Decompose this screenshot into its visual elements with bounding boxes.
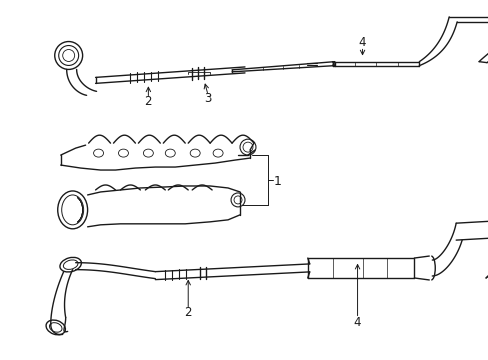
Text: 4: 4: [353, 316, 361, 329]
Text: 1: 1: [273, 175, 281, 189]
Text: 4: 4: [358, 36, 366, 49]
Text: 2: 2: [144, 95, 152, 108]
Text: 2: 2: [184, 306, 192, 319]
Text: 3: 3: [204, 92, 211, 105]
